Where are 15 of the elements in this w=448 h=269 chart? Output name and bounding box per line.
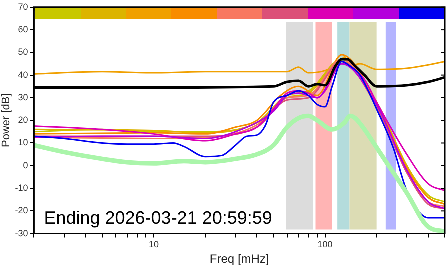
y-tick-label: 40 xyxy=(18,70,28,80)
y-axis-title: Power [dB] xyxy=(0,94,13,148)
x-axis-title: Freq [mHz] xyxy=(210,252,270,266)
y-tick-label: 30 xyxy=(18,92,28,102)
y-tick-label: 0 xyxy=(23,160,28,170)
annotation: Ending 2026-03-21 20:59:59 xyxy=(44,208,272,228)
y-tick-label: 50 xyxy=(18,47,28,58)
y-tick-label: 10 xyxy=(18,138,28,148)
x-tick-label: 100 xyxy=(318,240,333,250)
y-tick-label: -20 xyxy=(15,206,28,216)
y-tick-label: -30 xyxy=(15,228,28,238)
y-tick-label: 20 xyxy=(18,115,28,126)
y-tick-label: -10 xyxy=(15,183,28,194)
y-tick-label: 70 xyxy=(18,2,28,12)
y-tick-label: 60 xyxy=(18,24,28,35)
